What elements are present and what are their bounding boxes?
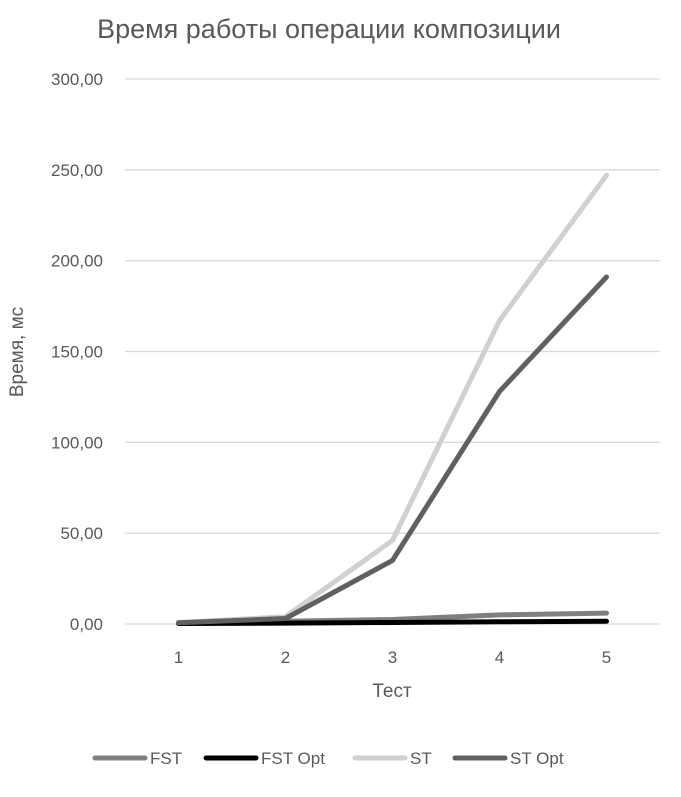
x-tick-label: 2	[281, 648, 290, 667]
x-tick-label: 1	[174, 648, 183, 667]
legend-label: FST Opt	[261, 749, 325, 768]
x-tick-label: 4	[495, 648, 504, 667]
y-tick-label: 250,00	[51, 161, 103, 180]
y-axis-label: Время, мс	[7, 307, 28, 397]
series-line-st	[176, 172, 609, 625]
legend-label: ST	[410, 749, 432, 768]
x-tick-label: 5	[602, 648, 611, 667]
legend: FST FST Opt ST ST Opt	[92, 749, 564, 768]
legend-label: FST	[150, 749, 182, 768]
y-tick-label: 0,00	[70, 615, 103, 634]
legend-item-fst: FST	[92, 749, 182, 768]
x-axis-label: Тест	[372, 681, 412, 702]
series-line-fst-opt	[176, 618, 609, 626]
y-tick-label: 200,00	[51, 252, 103, 271]
y-axis-tick-labels: 0,00 50,00 100,00 150,00 200,00 250,00 300,00	[51, 70, 103, 634]
series-line-st-opt	[176, 274, 609, 626]
chart-title: Время работы операции композиции	[97, 14, 561, 44]
gridlines	[125, 78, 660, 625]
data-series	[176, 172, 609, 626]
legend-item-st: ST	[352, 749, 432, 768]
legend-item-st-opt: ST Opt	[452, 749, 564, 768]
y-tick-label: 150,00	[51, 343, 103, 362]
x-axis-tick-labels: 1 2 3 4 5	[174, 648, 611, 667]
y-tick-label: 100,00	[51, 433, 103, 452]
x-tick-label: 3	[388, 648, 397, 667]
legend-item-fst-opt: FST Opt	[203, 749, 325, 768]
y-tick-label: 300,00	[51, 70, 103, 89]
y-tick-label: 50,00	[60, 524, 103, 543]
legend-label: ST Opt	[510, 749, 564, 768]
